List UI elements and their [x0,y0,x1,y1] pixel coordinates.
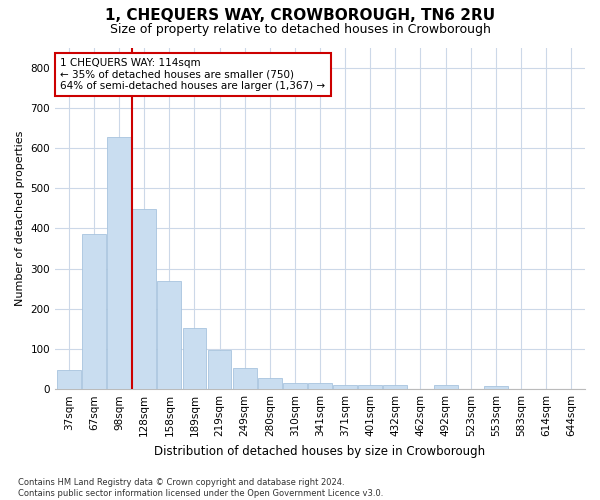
Bar [434,385,458,389]
Bar [182,328,206,389]
Bar [333,385,357,389]
Bar [82,234,106,389]
Bar [132,210,156,389]
Bar [157,282,181,389]
Text: Size of property relative to detached houses in Crowborough: Size of property relative to detached ho… [110,22,490,36]
Bar [283,383,307,389]
Text: Contains HM Land Registry data © Crown copyright and database right 2024.
Contai: Contains HM Land Registry data © Crown c… [18,478,383,498]
Bar [308,383,332,389]
Bar [383,385,407,389]
Bar [208,350,232,389]
X-axis label: Distribution of detached houses by size in Crowborough: Distribution of detached houses by size … [154,444,485,458]
Text: 1, CHEQUERS WAY, CROWBOROUGH, TN6 2RU: 1, CHEQUERS WAY, CROWBOROUGH, TN6 2RU [105,8,495,22]
Bar [484,386,508,389]
Bar [107,137,131,389]
Bar [233,368,257,389]
Y-axis label: Number of detached properties: Number of detached properties [15,130,25,306]
Bar [57,370,81,389]
Text: 1 CHEQUERS WAY: 114sqm
← 35% of detached houses are smaller (750)
64% of semi-de: 1 CHEQUERS WAY: 114sqm ← 35% of detached… [61,58,325,91]
Bar [358,385,382,389]
Bar [258,378,282,389]
